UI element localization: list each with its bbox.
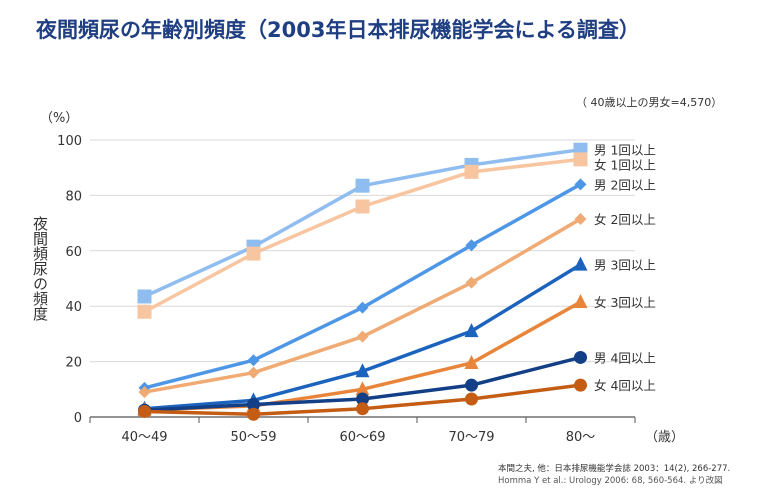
data-point — [247, 366, 260, 379]
data-point — [356, 301, 369, 314]
gridlines — [90, 139, 635, 363]
y-tick-label: 80 — [65, 189, 82, 204]
data-point — [355, 381, 370, 396]
data-point — [465, 276, 478, 289]
x-tick-label: 60～69 — [339, 430, 385, 445]
data-point — [247, 354, 260, 367]
x-unit-label: （歳） — [645, 430, 684, 445]
y-unit-label: （%） — [40, 111, 78, 126]
data-point — [465, 392, 478, 406]
data-point — [464, 164, 479, 179]
data-point — [464, 323, 479, 338]
legend-entry: 女 1回以上 — [594, 158, 656, 173]
data-point — [573, 256, 588, 271]
x-tick-label: 80～ — [566, 430, 596, 445]
legend-entry: 女 4回以上 — [594, 378, 656, 393]
data-point — [138, 404, 151, 418]
axes — [89, 416, 636, 423]
series-line — [142, 182, 583, 390]
y-tick-label: 20 — [65, 356, 82, 371]
data-point — [137, 304, 152, 319]
data-point — [246, 246, 261, 261]
data-point — [574, 212, 587, 225]
data-point — [356, 330, 369, 343]
data-point — [247, 407, 260, 421]
x-tick-label: 50～59 — [230, 430, 276, 445]
chart-title: 夜間頻尿の年齢別頻度（2003年日本排尿機能学会による調査） — [36, 18, 640, 42]
x-tick-label: 40～49 — [121, 430, 167, 445]
data-point — [247, 398, 260, 412]
data-point — [356, 392, 369, 406]
data-point — [574, 350, 587, 364]
y-tick-label: 60 — [65, 245, 82, 260]
legend-entry: 男 3回以上 — [594, 258, 656, 273]
sample-size-note: （ 40歳以上の男女=4,570） — [576, 96, 723, 109]
data-point — [574, 378, 587, 392]
data-point — [464, 354, 479, 369]
data-point — [574, 178, 587, 191]
x-tick-label: 70～79 — [448, 430, 494, 445]
source-citation-en: Homma Y et al.: Urology 2006: 68, 560-56… — [498, 476, 723, 486]
y-tick-label: 100 — [57, 134, 82, 149]
legend-entry: 女 2回以上 — [594, 212, 656, 227]
tick-labels: 0 20 40 60 80 100 （%） 40～49 50～59 60～69 70～79 80～ （歳… — [40, 111, 684, 445]
data-point — [465, 239, 478, 252]
legend-entry: 女 3回以上 — [594, 295, 656, 310]
legend-entry: 男 2回以上 — [594, 177, 656, 192]
data-point — [356, 402, 369, 416]
data-point — [355, 363, 370, 378]
data-point — [355, 178, 370, 193]
source-citation-ja: 本間之夫, 他：日本排尿機能学会誌 2003：14(2), 266-277. — [498, 464, 731, 474]
legend-entry: 男 1回以上 — [594, 143, 656, 158]
series-lines — [137, 142, 588, 421]
data-point — [137, 289, 152, 304]
series-line — [142, 147, 583, 299]
data-point — [355, 199, 370, 214]
data-point — [573, 152, 588, 167]
y-tick-label: 0 — [74, 411, 82, 426]
legend-entry: 男 4回以上 — [594, 350, 656, 365]
data-point — [465, 378, 478, 392]
y-tick-label: 40 — [65, 300, 82, 315]
data-point — [138, 386, 151, 399]
data-point — [573, 294, 588, 309]
y-axis-label: 夜間頻尿の頻度 — [31, 216, 49, 321]
